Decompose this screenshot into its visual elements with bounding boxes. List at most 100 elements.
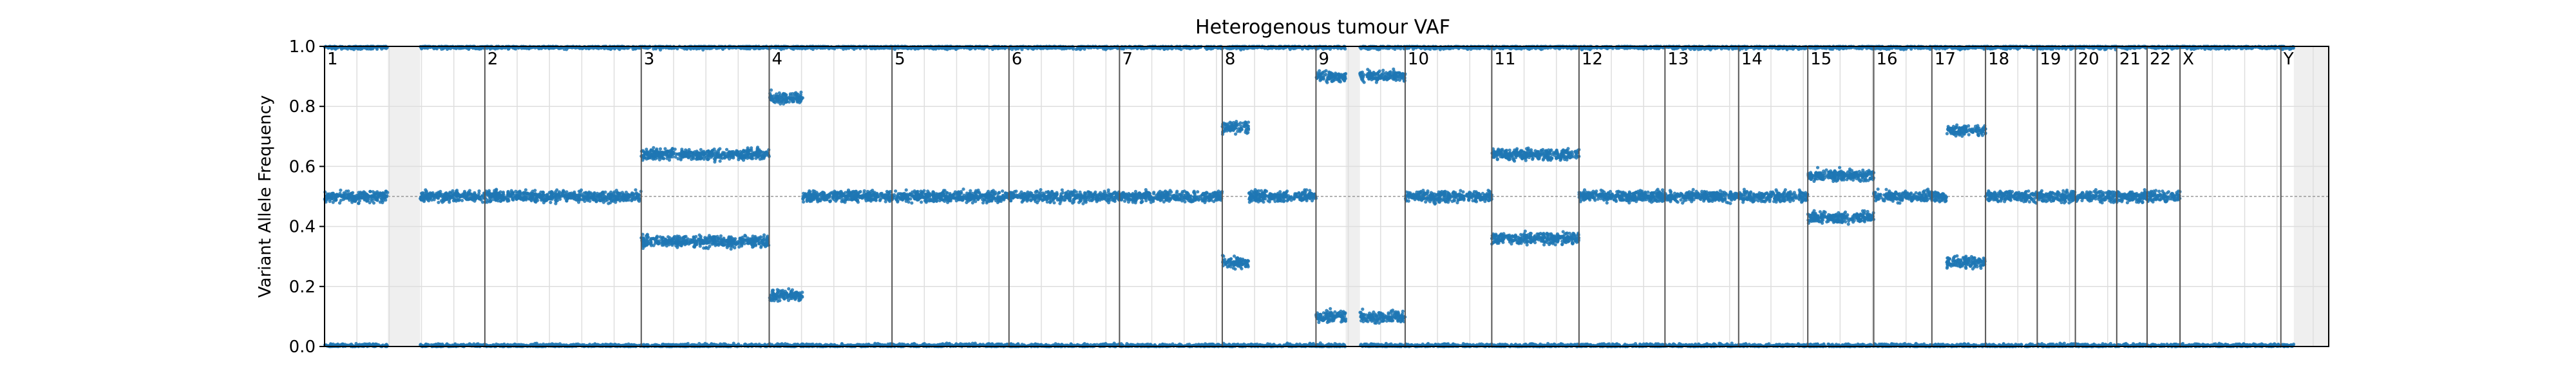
data-point <box>711 238 714 241</box>
data-point <box>722 238 725 242</box>
data-point <box>789 92 792 95</box>
data-point <box>578 197 582 200</box>
data-point <box>724 242 728 245</box>
data-point <box>338 192 341 195</box>
data-point <box>542 201 545 204</box>
data-point <box>708 245 711 248</box>
data-point <box>759 235 762 238</box>
data-point <box>555 188 558 191</box>
data-point <box>386 191 389 194</box>
data-point <box>643 244 647 247</box>
data-point <box>635 191 638 194</box>
data-point <box>732 150 735 153</box>
data-point <box>360 196 363 200</box>
data-point <box>698 242 701 245</box>
data-point <box>460 199 464 202</box>
data-point <box>419 196 422 199</box>
data-point <box>634 188 637 191</box>
data-point <box>428 196 431 200</box>
data-point <box>715 240 719 243</box>
data-point <box>705 240 708 243</box>
data-point <box>588 200 591 203</box>
data-point <box>549 197 553 200</box>
data-point <box>522 191 526 194</box>
data-point <box>745 47 748 50</box>
data-point <box>422 200 426 203</box>
data-point <box>361 192 365 195</box>
data-point <box>662 157 665 160</box>
data-point <box>778 91 781 95</box>
data-point <box>577 200 580 204</box>
data-point <box>735 153 738 157</box>
data-point <box>782 96 786 99</box>
data-point <box>692 236 696 239</box>
data-point <box>705 156 708 159</box>
data-point <box>350 201 354 204</box>
data-point <box>750 149 753 152</box>
data-point <box>694 243 697 247</box>
data-point <box>612 191 616 194</box>
data-point <box>790 295 793 298</box>
data-point <box>518 193 521 196</box>
data-point <box>366 194 369 197</box>
data-point <box>339 189 342 192</box>
data-point <box>549 201 552 204</box>
data-point <box>751 157 754 160</box>
data-point <box>654 47 658 50</box>
data-point <box>571 193 574 196</box>
data-point <box>719 154 723 157</box>
data-point <box>699 236 702 240</box>
data-point <box>779 102 782 106</box>
data-point <box>545 194 549 197</box>
data-point <box>746 155 749 158</box>
data-point <box>723 151 726 155</box>
data-point <box>798 293 801 296</box>
data-point <box>379 200 382 204</box>
data-point <box>665 157 668 160</box>
data-point <box>609 194 612 197</box>
data-point <box>499 190 502 193</box>
data-point <box>726 244 730 247</box>
data-point <box>554 202 557 205</box>
data-point <box>677 241 680 244</box>
data-point <box>723 157 726 160</box>
data-point <box>760 241 763 244</box>
data-point <box>750 153 753 156</box>
data-point <box>708 151 711 154</box>
data-point <box>445 198 448 201</box>
data-point <box>328 198 332 201</box>
data-point <box>777 99 780 102</box>
data-point <box>663 151 666 154</box>
data-point <box>690 241 693 244</box>
data-point <box>343 196 346 199</box>
data-point <box>502 193 506 196</box>
data-point <box>753 238 757 242</box>
data-point <box>524 196 527 199</box>
data-point <box>746 146 750 149</box>
y-axis-label: Variant Allele Frequency <box>256 95 275 298</box>
data-point <box>368 190 372 193</box>
data-point <box>746 151 749 155</box>
data-point <box>495 192 498 195</box>
data-point <box>598 193 601 196</box>
data-point <box>424 188 427 191</box>
data-point <box>473 191 476 194</box>
data-point <box>646 151 649 155</box>
data-point <box>776 288 779 291</box>
data-point <box>565 197 569 200</box>
data-point <box>788 97 791 100</box>
data-point <box>715 243 718 246</box>
data-point <box>371 197 374 200</box>
data-point <box>615 198 618 201</box>
data-point <box>421 191 424 194</box>
data-point <box>368 201 372 204</box>
data-point <box>760 155 763 158</box>
data-point <box>552 343 555 346</box>
data-point <box>354 342 357 345</box>
data-point <box>676 246 679 249</box>
data-point <box>699 153 702 156</box>
data-point <box>664 238 667 241</box>
data-point <box>621 198 624 201</box>
data-point <box>634 196 638 199</box>
